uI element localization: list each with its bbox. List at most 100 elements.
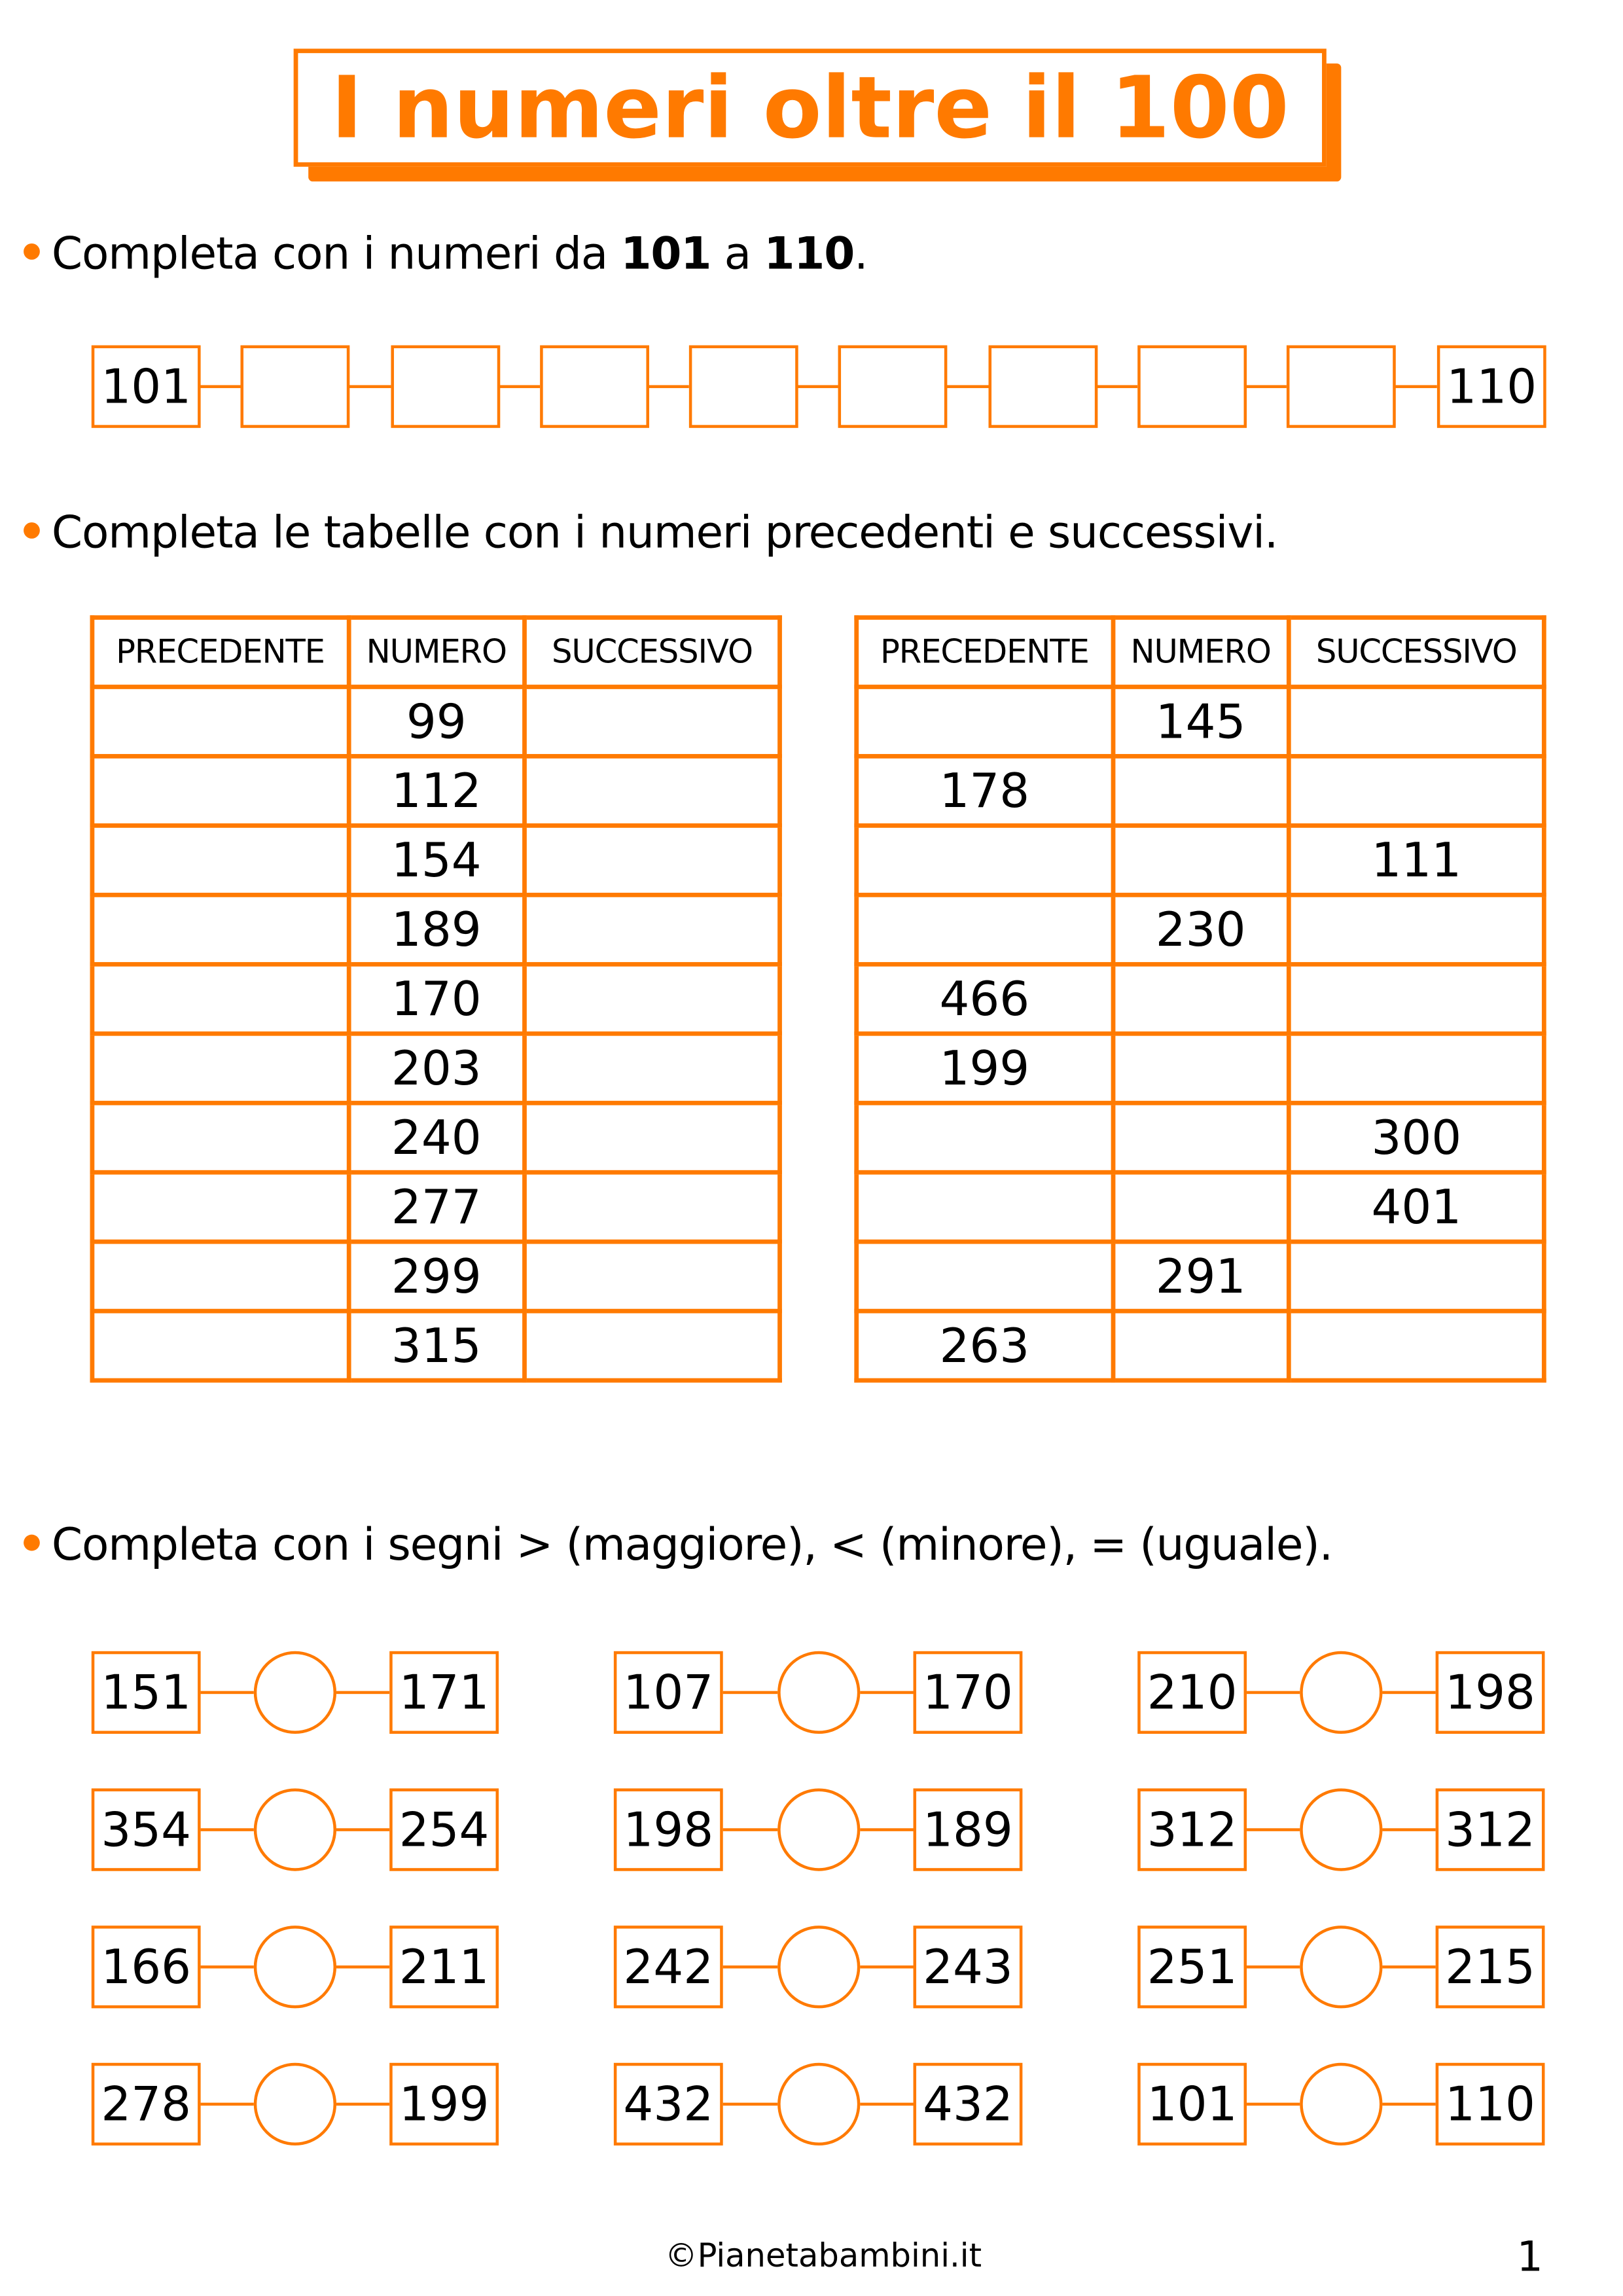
answer-circle[interactable] <box>253 1788 337 1871</box>
connector-line <box>721 1691 778 1695</box>
compare-right-number: 215 <box>1435 1926 1545 2009</box>
table-cell-given: 277 <box>346 1170 527 1244</box>
compare-left-number: 166 <box>91 1926 201 2009</box>
table-cell-blank[interactable] <box>90 823 351 897</box>
sequence-box-blank[interactable] <box>391 345 501 428</box>
table-row: 277 <box>90 1170 782 1244</box>
compare-left-number: 210 <box>1137 1651 1247 1734</box>
table-cell-blank[interactable] <box>522 1170 782 1244</box>
table-cell-blank[interactable] <box>522 1031 782 1105</box>
table-cell-blank[interactable] <box>854 1239 1115 1314</box>
connector-line <box>721 1965 778 1969</box>
table-cell-blank[interactable] <box>1286 754 1546 828</box>
sequence-box-blank[interactable] <box>838 345 948 428</box>
table-row: 300 <box>854 1100 1546 1175</box>
table-left: PRECEDENTE NUMERO SUCCESSIVO 99 112 154 189 170… <box>90 615 782 1383</box>
connector-line <box>860 2102 914 2106</box>
compare-left-number: 278 <box>91 2062 201 2146</box>
connector-line <box>199 1828 254 1831</box>
compare-right-number: 198 <box>1435 1651 1545 1734</box>
sequence-box-blank[interactable] <box>1286 345 1396 428</box>
compare-right-number: 211 <box>389 1926 499 2009</box>
table-cell-given: 299 <box>346 1239 527 1314</box>
table-cell-blank[interactable] <box>854 823 1115 897</box>
table-cell-blank[interactable] <box>1286 1239 1546 1314</box>
table-cell-blank[interactable] <box>1286 961 1546 1036</box>
table-cell-blank[interactable] <box>522 685 782 759</box>
table-row: 189 <box>90 892 782 967</box>
connector-line <box>860 1828 914 1831</box>
connector-line <box>199 1691 254 1695</box>
connector-line <box>1096 385 1138 388</box>
table-cell-given: 466 <box>854 961 1115 1036</box>
answer-circle[interactable] <box>777 1926 861 2009</box>
connector-line <box>1382 1691 1436 1695</box>
answer-circle[interactable] <box>253 1651 337 1734</box>
connector-line <box>336 1965 390 1969</box>
sequence-box-blank[interactable] <box>688 345 798 428</box>
answer-circle[interactable] <box>1300 1788 1383 1871</box>
connector-line <box>1245 1965 1300 1969</box>
table-cell-blank[interactable] <box>1286 892 1546 967</box>
answer-circle[interactable] <box>777 1788 861 1871</box>
table-cell-blank[interactable] <box>1286 1308 1546 1383</box>
table-cell-blank[interactable] <box>1110 1308 1291 1383</box>
table-cell-blank[interactable] <box>1286 1031 1546 1105</box>
connector-line <box>1382 2102 1436 2106</box>
table-cell-blank[interactable] <box>90 892 351 967</box>
table-cell-given: 99 <box>346 685 527 759</box>
table-cell-blank[interactable] <box>90 961 351 1036</box>
compare-left-number: 242 <box>613 1926 723 2009</box>
table-row: 299 <box>90 1239 782 1314</box>
table-cell-blank[interactable] <box>90 1170 351 1244</box>
table-cell-blank[interactable] <box>522 1100 782 1175</box>
table-cell-blank[interactable] <box>1110 823 1291 897</box>
table-cell-blank[interactable] <box>522 823 782 897</box>
sequence-box-blank[interactable] <box>988 345 1098 428</box>
column-header: SUCCESSIVO <box>1286 615 1546 689</box>
table-cell-blank[interactable] <box>90 1100 351 1175</box>
connector-line <box>499 385 541 388</box>
table-cell-blank[interactable] <box>522 1239 782 1314</box>
table-cell-blank[interactable] <box>90 754 351 828</box>
table-cell-blank[interactable] <box>854 1100 1115 1175</box>
table-cell-blank[interactable] <box>854 685 1115 759</box>
table-cell-blank[interactable] <box>90 1031 351 1105</box>
table-cell-blank[interactable] <box>1286 685 1546 759</box>
compare-right-number: 170 <box>913 1651 1023 1734</box>
table-row: 230 <box>854 892 1546 967</box>
answer-circle[interactable] <box>1300 1926 1383 2009</box>
table-cell-blank[interactable] <box>522 1308 782 1383</box>
answer-circle[interactable] <box>1300 1651 1383 1734</box>
table-cell-blank[interactable] <box>1110 1100 1291 1175</box>
table-cell-blank[interactable] <box>522 892 782 967</box>
compare-left-number: 354 <box>91 1788 201 1871</box>
title-box: I numeri oltre il 100 <box>293 48 1327 167</box>
answer-circle[interactable] <box>253 1926 337 2009</box>
table-cell-blank[interactable] <box>90 685 351 759</box>
table-row: 240 <box>90 1100 782 1175</box>
table-cell-blank[interactable] <box>90 1308 351 1383</box>
connector-line <box>1245 1691 1300 1695</box>
table-cell-blank[interactable] <box>854 892 1115 967</box>
connector-line <box>1394 385 1437 388</box>
sequence-box-blank[interactable] <box>240 345 350 428</box>
answer-circle[interactable] <box>253 2062 337 2146</box>
instruction-from: 101 <box>620 228 711 281</box>
table-cell-blank[interactable] <box>854 1170 1115 1244</box>
table-cell-blank[interactable] <box>90 1239 351 1314</box>
sequence-box-blank[interactable] <box>1137 345 1247 428</box>
answer-circle[interactable] <box>1300 2062 1383 2146</box>
table-header-row: PRECEDENTE NUMERO SUCCESSIVO <box>90 615 782 689</box>
table-cell-given: 189 <box>346 892 527 967</box>
table-cell-blank[interactable] <box>1110 1031 1291 1105</box>
answer-circle[interactable] <box>777 1651 861 1734</box>
table-cell-blank[interactable] <box>522 754 782 828</box>
table-cell-blank[interactable] <box>1110 754 1291 828</box>
table-cell-blank[interactable] <box>1110 961 1291 1036</box>
table-cell-given: 230 <box>1110 892 1291 967</box>
sequence-box-blank[interactable] <box>540 345 649 428</box>
answer-circle[interactable] <box>777 2062 861 2146</box>
table-cell-blank[interactable] <box>522 961 782 1036</box>
table-cell-blank[interactable] <box>1110 1170 1291 1244</box>
